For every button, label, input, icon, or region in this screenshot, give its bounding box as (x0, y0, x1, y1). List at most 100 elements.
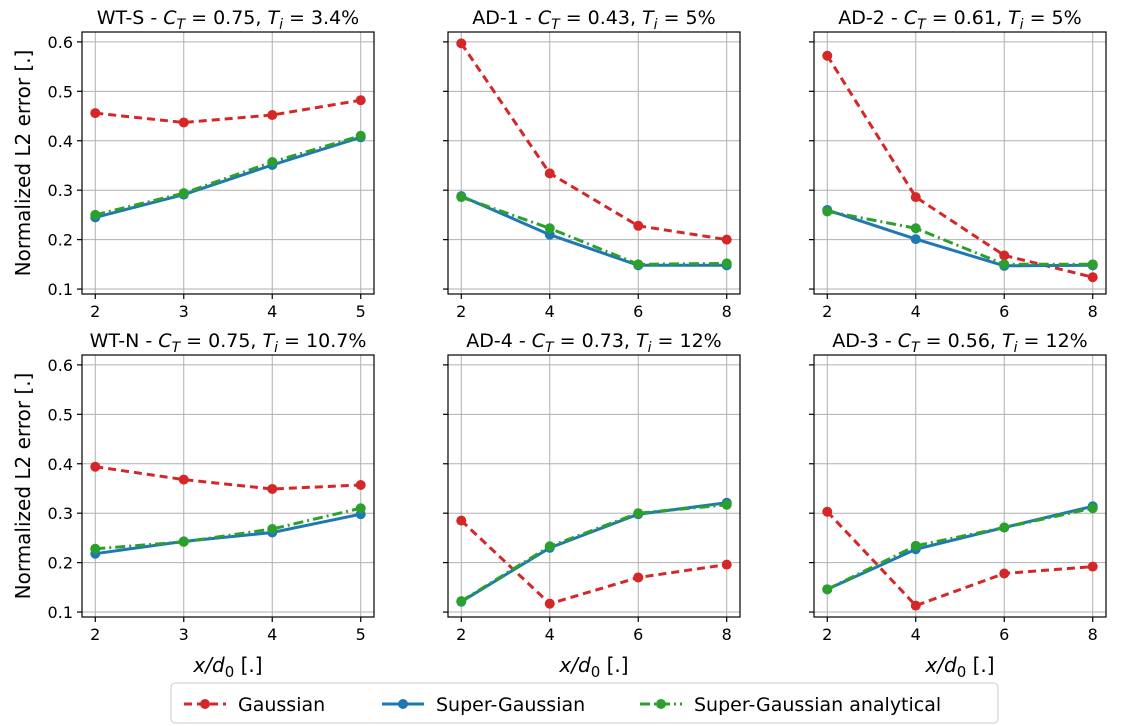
series-line-super-gaussian-analytical (94, 134, 362, 217)
data-point (999, 522, 1010, 533)
series-line-super-gaussian (460, 194, 727, 267)
axes-frame (447, 31, 741, 295)
axes-frame (81, 354, 375, 618)
axes-frame (813, 31, 1107, 295)
x-tick-label: 4 (545, 302, 555, 321)
y-axis-label: Normalized L2 error [.] (11, 50, 35, 277)
series-line-gaussian (95, 98, 361, 125)
data-point (456, 38, 467, 49)
data-point (90, 209, 101, 220)
subplot-title: AD-4 - CT = 0.73, Ti = 12% (466, 330, 721, 356)
x-tick-label: 8 (722, 302, 732, 321)
y-tick-label: 0.4 (48, 455, 73, 474)
subplot-title: WT-S - CT = 0.75, Ti = 3.4% (97, 7, 360, 33)
series-line-super-gaussian-analytical (827, 209, 1093, 266)
data-point (355, 503, 366, 514)
legend-label: Super-Gaussian analytical (694, 694, 941, 716)
x-tick-label: 8 (722, 625, 732, 644)
data-point (456, 515, 467, 526)
y-tick-label: 0.2 (48, 231, 73, 250)
y-tick-label: 0.5 (48, 82, 73, 101)
data-point (999, 568, 1010, 579)
data-point (999, 259, 1010, 270)
x-tick-label: 4 (267, 625, 277, 644)
x-tick-label: 5 (356, 302, 366, 321)
x-tick-label: 8 (1088, 302, 1098, 321)
data-point (267, 110, 278, 121)
x-tick-label: 4 (911, 625, 921, 644)
legend-box (170, 682, 999, 724)
subplot-1: 2 3 4 5 0.1 0.2 0.3 0.4 0.5 0.6 WT-S - CT = 0.75, … (11, 7, 375, 321)
data-point (633, 220, 644, 231)
data-point (355, 480, 366, 491)
series-line-gaussian (95, 465, 361, 491)
x-tick-label: 2 (90, 625, 100, 644)
data-point (90, 543, 101, 554)
subplot-5: 2 4 6 8 AD-4 - CT = 0.73, Ti = 12% x/d0 [.] (443, 330, 741, 681)
legend-marker (656, 699, 666, 709)
data-point (267, 157, 278, 168)
data-point (1087, 561, 1098, 572)
data-point (822, 50, 833, 61)
y-tick-label: 0.1 (48, 280, 73, 299)
data-point (90, 461, 101, 472)
legend: Gaussian Super-Gaussian Super-Gaussian ana… (170, 682, 999, 724)
x-axis-label: x/d0 [.] (558, 653, 628, 681)
data-point (910, 600, 921, 611)
data-point (721, 499, 732, 510)
subplot-title: WT-N - CT = 0.75, Ti = 10.7% (90, 330, 367, 356)
data-point (633, 508, 644, 519)
data-point (178, 117, 189, 128)
subplot-2: 2 4 6 8 AD-1 - CT = 0.43, Ti = 5% (443, 7, 741, 321)
data-point (910, 234, 921, 245)
data-point (721, 234, 732, 245)
x-axis-label: x/d0 [.] (192, 653, 262, 681)
axes-frame (81, 31, 375, 295)
data-point (267, 524, 278, 535)
y-tick-label: 0.6 (48, 33, 73, 52)
x-tick-label: 6 (999, 302, 1009, 321)
legend-label: Super-Gaussian (436, 694, 585, 716)
series-line-gaussian (826, 510, 1093, 608)
legend-marker (200, 699, 210, 709)
data-point (633, 259, 644, 270)
data-point (721, 258, 732, 269)
x-tick-label: 3 (179, 625, 189, 644)
data-point (178, 188, 189, 199)
subplot-3: 2 4 6 8 AD-2 - CT = 0.61, Ti = 5% (809, 7, 1107, 321)
x-tick-label: 6 (633, 625, 643, 644)
x-tick-label: 4 (911, 302, 921, 321)
series-line-super-gaussian (94, 135, 362, 219)
legend-marker (398, 699, 408, 709)
data-point (544, 223, 555, 234)
series-line-gaussian (460, 42, 727, 242)
axes-frame (447, 354, 741, 618)
data-point (178, 536, 189, 547)
series-line-super-gaussian (826, 504, 1094, 591)
data-point (1087, 503, 1098, 514)
subplot-4: 2 3 4 5 0.1 0.2 0.3 0.4 0.5 0.6 WT-N - CT = 0.75, … (11, 330, 375, 681)
data-point (355, 130, 366, 141)
data-point (1087, 272, 1098, 283)
x-tick-label: 2 (822, 625, 832, 644)
x-tick-label: 2 (90, 302, 100, 321)
data-point (456, 192, 467, 203)
data-point (822, 506, 833, 517)
data-point (355, 95, 366, 106)
data-point (910, 223, 921, 234)
y-axis-label: Normalized L2 error [.] (11, 373, 35, 600)
y-tick-label: 0.4 (48, 132, 73, 151)
x-tick-label: 5 (356, 625, 366, 644)
data-point (822, 206, 833, 217)
y-tick-label: 0.6 (48, 356, 73, 375)
x-tick-label: 6 (999, 625, 1009, 644)
data-point (633, 572, 644, 583)
subplot-title: AD-3 - CT = 0.56, Ti = 12% (832, 330, 1087, 356)
subplot-title: AD-1 - CT = 0.43, Ti = 5% (472, 7, 715, 33)
x-axis-label: x/d0 [.] (924, 653, 994, 681)
x-tick-label: 2 (822, 302, 832, 321)
data-point (544, 598, 555, 609)
data-point (90, 108, 101, 119)
series-line-super-gaussian-analytical (460, 195, 727, 266)
